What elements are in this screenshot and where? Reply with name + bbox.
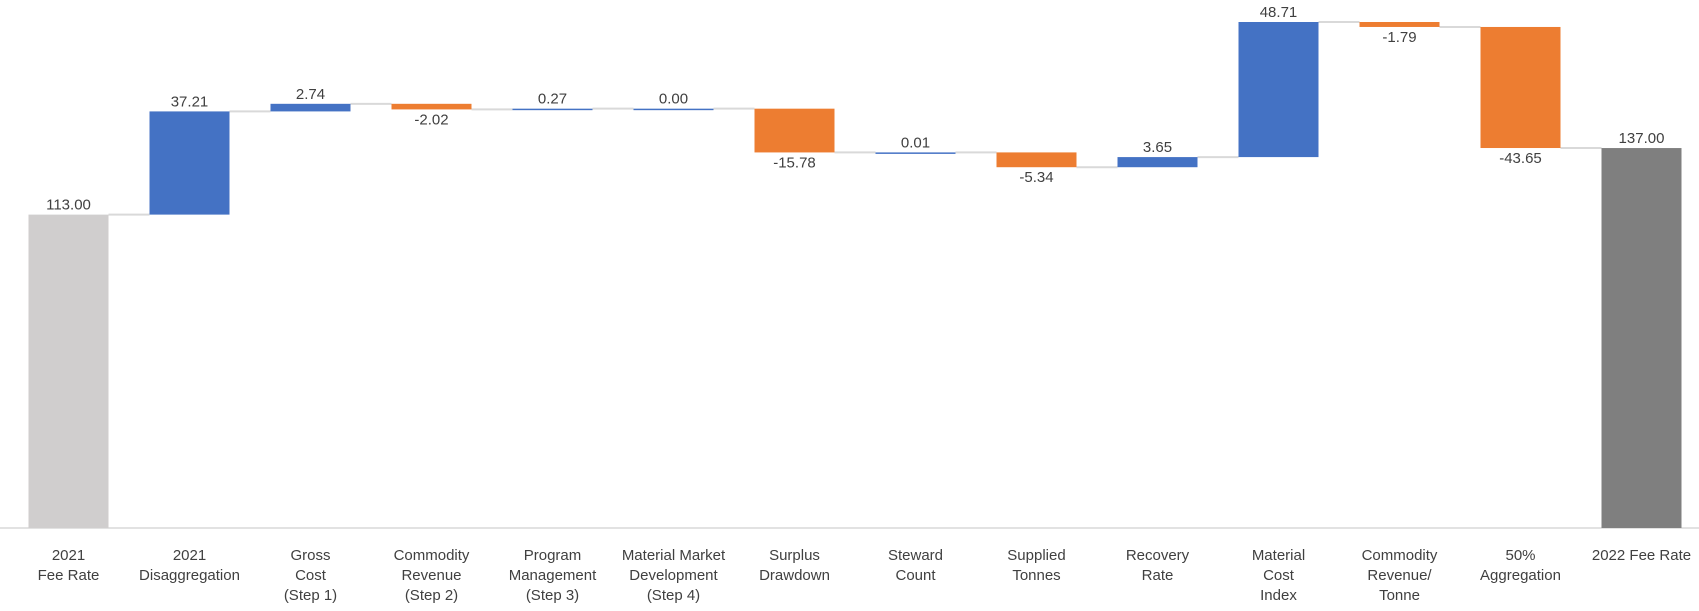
value-label: -43.65 (1499, 150, 1542, 167)
value-label: -5.34 (1019, 169, 1053, 186)
bar (996, 152, 1077, 168)
x-tick-label: Material Cost Index (1251, 547, 1306, 604)
bar (1601, 148, 1682, 529)
bar (1117, 157, 1198, 168)
value-label: 48.71 (1260, 4, 1298, 21)
value-label: 37.21 (171, 93, 209, 110)
bar (149, 111, 230, 215)
value-label: 137.00 (1619, 130, 1665, 147)
value-label: -1.79 (1382, 29, 1416, 46)
bar (875, 152, 956, 154)
value-label: -2.02 (414, 111, 448, 128)
bar (633, 108, 714, 111)
bar (391, 103, 472, 110)
bar (1359, 22, 1440, 27)
value-label: -15.78 (773, 154, 816, 171)
value-label: 0.27 (538, 91, 567, 108)
x-tick-label: 50% Aggregation (1480, 547, 1561, 584)
bar (1238, 22, 1319, 158)
value-label: 0.00 (659, 91, 688, 108)
bar (1480, 26, 1561, 149)
x-tick-label: Commodity Revenue (Step 2) (393, 547, 470, 604)
x-tick-label: Recovery Rate (1125, 547, 1190, 584)
value-label: 0.01 (901, 134, 930, 151)
x-tick-label: Program Management (Step 3) (508, 547, 597, 604)
x-tick-label: Gross Cost (Step 1) (283, 547, 338, 604)
value-label: 113.00 (46, 197, 91, 214)
x-tick-label: Supplied Tonnes (1007, 547, 1066, 584)
bar (754, 108, 835, 153)
x-tick-label: 2021 Disaggregation (139, 547, 240, 584)
bar (512, 108, 593, 111)
x-tick-label: Commodity Revenue/ Tonne (1361, 547, 1438, 604)
bar (270, 103, 351, 112)
value-label: 2.74 (296, 86, 325, 103)
x-tick-label: Surplus Drawdown (759, 547, 830, 584)
x-tick-label: 2022 Fee Rate (1591, 547, 1692, 564)
x-tick-label: Material Market Development (Step 4) (621, 547, 726, 604)
value-label: 3.65 (1143, 139, 1172, 156)
x-tick-label: Steward Count (887, 547, 944, 584)
x-tick-label: 2021 Fee Rate (37, 547, 100, 584)
bar (28, 214, 109, 528)
